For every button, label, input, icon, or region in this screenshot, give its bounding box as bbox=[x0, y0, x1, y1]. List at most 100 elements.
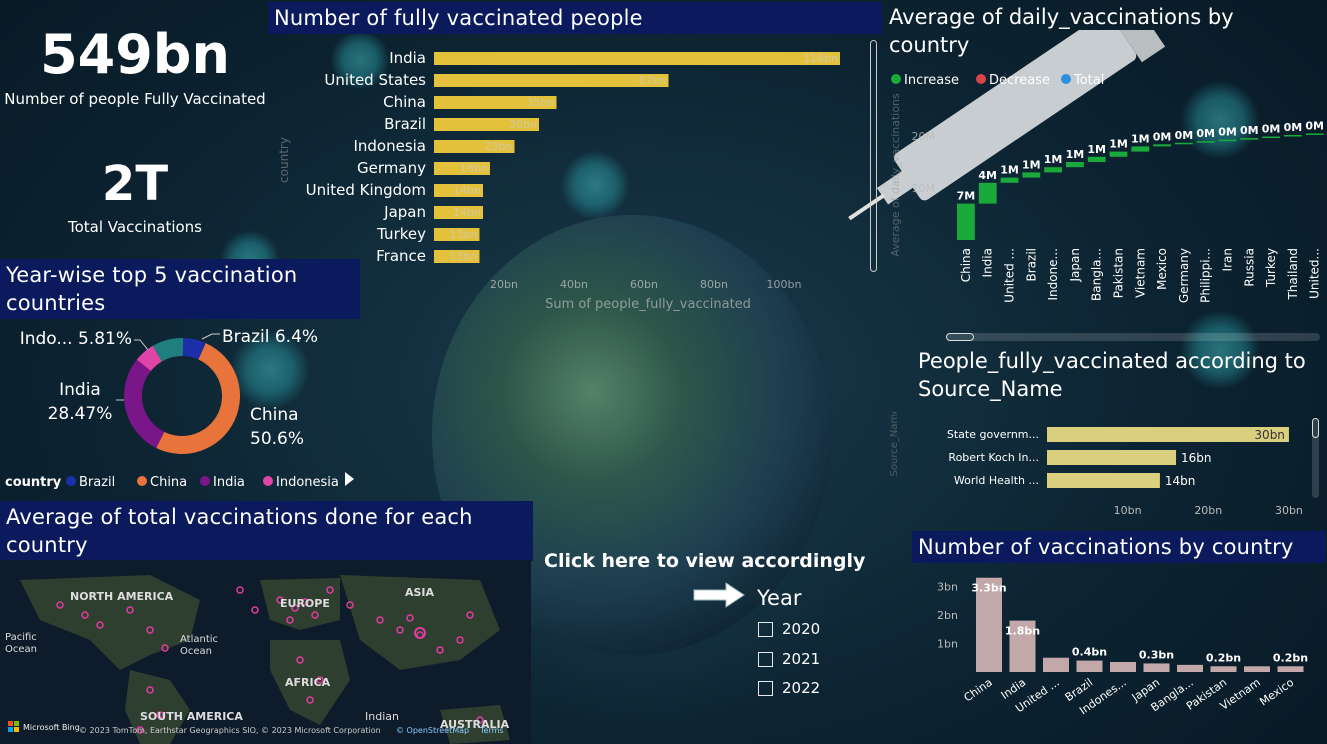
map-dot bbox=[161, 644, 169, 652]
world-map[interactable]: NORTH AMERICAEUROPEASIAPacificOceanAtlan… bbox=[0, 560, 531, 744]
leader-line bbox=[201, 333, 220, 340]
bar bbox=[434, 162, 490, 175]
slicer-option-2022[interactable]: 2022 bbox=[758, 679, 820, 697]
scrollbar-horizontal-thumb[interactable] bbox=[946, 333, 974, 341]
bar-value-label: 1M bbox=[1000, 164, 1019, 177]
legend-next-icon[interactable] bbox=[345, 472, 354, 486]
x-tick-label: Japan bbox=[1068, 248, 1082, 282]
kpi-fully-vaccinated-value: 549bn bbox=[40, 23, 230, 86]
donut-slice bbox=[124, 359, 165, 448]
slicer-option-label: 2020 bbox=[782, 620, 821, 638]
legend-marker bbox=[66, 476, 76, 486]
map-dot bbox=[456, 636, 464, 644]
donut-data-label: 50.6% bbox=[250, 429, 304, 449]
bar bbox=[434, 250, 480, 263]
map-dot bbox=[316, 676, 324, 684]
x-tick-label: Brazil bbox=[1024, 248, 1038, 282]
donut-slice bbox=[156, 343, 240, 454]
bar-value-label: 14bn bbox=[453, 184, 481, 197]
x-tick-label: India bbox=[981, 248, 995, 277]
map-dot bbox=[146, 626, 154, 634]
map-label: AUSTRALIA bbox=[440, 718, 510, 731]
map-label: Ocean bbox=[180, 646, 212, 657]
legend-label: Total bbox=[1073, 73, 1104, 88]
bar-value-label: 0M bbox=[1262, 123, 1281, 136]
virus-icon bbox=[330, 30, 390, 90]
legend-label: Indonesia bbox=[276, 475, 339, 490]
map-land bbox=[125, 670, 190, 744]
map-label: NORTH AMERICA bbox=[70, 590, 174, 603]
x-tick-label: 40bn bbox=[560, 278, 588, 291]
bar-value-label: 0.4bn bbox=[1072, 646, 1107, 659]
map-dot bbox=[326, 586, 334, 594]
bar-value-label: 116bn bbox=[803, 52, 838, 65]
checkbox[interactable] bbox=[758, 621, 773, 637]
bar-value-label: 16bn bbox=[1181, 451, 1212, 465]
waterfall-bar bbox=[1000, 177, 1019, 183]
y-tick-label: 1bn bbox=[937, 637, 958, 650]
legend-title: country bbox=[5, 475, 62, 490]
bar bbox=[1244, 666, 1270, 672]
map-land bbox=[440, 705, 510, 744]
bar bbox=[1277, 666, 1304, 672]
scrollbar-vertical-thumb[interactable] bbox=[1312, 418, 1319, 438]
kpi-total-vaccinations-label: Total Vaccinations bbox=[68, 218, 202, 236]
bar-value-label: 14bn bbox=[453, 206, 481, 219]
microsoft-logo-icon bbox=[8, 721, 13, 726]
virus-icon bbox=[230, 330, 310, 410]
slicer-option-2020[interactable]: 2020 bbox=[758, 620, 820, 638]
bar-value-label: 0M bbox=[1305, 119, 1324, 132]
waterfall-bar bbox=[1044, 167, 1062, 173]
bar bbox=[434, 206, 483, 219]
map-label: Ocean bbox=[5, 644, 37, 655]
bar-category-label: United Kingdom bbox=[306, 181, 426, 199]
scrollbar-horizontal[interactable] bbox=[946, 333, 1320, 341]
map-land bbox=[260, 578, 340, 630]
x-tick-label: Russia bbox=[1242, 248, 1256, 287]
bar-value-label: 1M bbox=[1131, 132, 1150, 145]
scrollbar-vertical[interactable] bbox=[1312, 418, 1319, 498]
legend-label: China bbox=[150, 475, 187, 490]
map-dot bbox=[56, 601, 64, 609]
bar-value-label: 3.3bn bbox=[971, 582, 1006, 595]
checkbox[interactable] bbox=[758, 680, 773, 696]
map-dot bbox=[406, 614, 414, 622]
bar-value-label: 0M bbox=[1196, 127, 1215, 140]
scrollbar-vertical[interactable] bbox=[870, 40, 877, 272]
map-dot bbox=[436, 646, 444, 654]
x-tick-label: Mexico bbox=[1155, 248, 1169, 290]
donut-slice bbox=[182, 338, 206, 360]
waterfall-bar bbox=[1131, 146, 1150, 152]
x-tick-label: 30bn bbox=[1275, 504, 1303, 517]
y-axis-title: country bbox=[277, 137, 291, 183]
bar bbox=[434, 52, 840, 65]
daily-vaccinations-chart-title: Average of daily_vaccinations by country bbox=[889, 5, 1234, 57]
x-tick-label: United ... bbox=[1003, 248, 1017, 303]
bar-value-label: 16bn bbox=[460, 162, 488, 175]
donut-data-label: China bbox=[250, 405, 299, 425]
slicer-option-label: 2022 bbox=[782, 679, 821, 697]
top5-donut-chart: Brazil 6.4% China 50.6% India 28.47% Indo... … bbox=[5, 327, 339, 490]
bar bbox=[434, 228, 480, 241]
map-dot bbox=[126, 606, 134, 614]
map-dot bbox=[251, 606, 259, 614]
bar-category-label: Germany bbox=[357, 159, 426, 177]
bar-value-label: 30bn bbox=[509, 118, 537, 131]
bar bbox=[434, 118, 539, 131]
microsoft-logo-icon bbox=[8, 727, 13, 732]
checkbox[interactable] bbox=[758, 651, 773, 667]
donut-slice bbox=[136, 345, 162, 371]
map-chart-title: Average of total vaccinations done for e… bbox=[0, 501, 533, 561]
bar-value-label: 0.2bn bbox=[1273, 651, 1308, 664]
bar-value-label: 0M bbox=[1284, 121, 1303, 134]
x-tick-label: Pakistan bbox=[1112, 248, 1126, 298]
map-land bbox=[20, 575, 200, 670]
donut-data-label: India bbox=[59, 380, 101, 400]
bar-value-label: 0M bbox=[1240, 124, 1259, 137]
map-label: Atlantic bbox=[180, 634, 218, 645]
slicer-header: Year bbox=[757, 586, 802, 610]
x-tick-label: 20bn bbox=[1194, 504, 1222, 517]
leader-line bbox=[134, 339, 149, 351]
slicer-option-2021[interactable]: 2021 bbox=[758, 650, 820, 668]
